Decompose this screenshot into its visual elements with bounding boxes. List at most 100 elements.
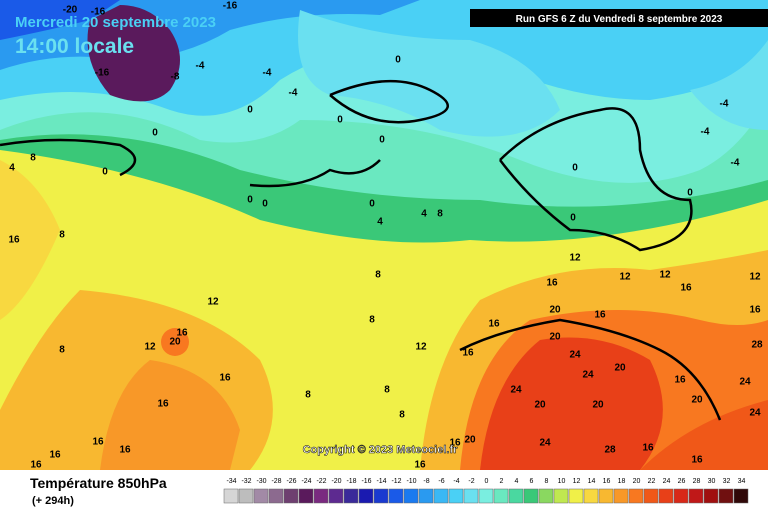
scale-swatch xyxy=(688,488,704,504)
contour-label: 0 xyxy=(247,105,253,116)
scale-swatch xyxy=(718,488,734,504)
contour-label: -8 xyxy=(171,72,180,83)
contour-label: 16 xyxy=(680,283,692,294)
scale-swatch xyxy=(493,488,509,504)
contour-label: 0 xyxy=(369,199,375,210)
scale-label: -14 xyxy=(376,478,386,485)
scale-label: -2 xyxy=(468,478,474,485)
contour-label: 16 xyxy=(414,460,426,471)
contour-label: 8 xyxy=(375,270,381,281)
contour-label: 0 xyxy=(337,115,343,126)
scale-swatch xyxy=(658,488,674,504)
scale-label: -4 xyxy=(453,478,459,485)
scale-swatch xyxy=(523,488,539,504)
scale-swatch xyxy=(313,488,329,504)
scale-label: -10 xyxy=(406,478,416,485)
contour-label: 0 xyxy=(570,213,576,224)
scale-label: 26 xyxy=(678,478,686,485)
contour-label: 20 xyxy=(464,435,476,446)
contour-label: 16 xyxy=(749,305,761,316)
contour-label: 12 xyxy=(415,342,427,353)
scale-label: -22 xyxy=(316,478,326,485)
scale-label: -12 xyxy=(391,478,401,485)
scale-swatch xyxy=(598,488,614,504)
scale-swatch xyxy=(238,488,254,504)
lead-time: (+ 294h) xyxy=(32,495,74,507)
scale-label: 30 xyxy=(708,478,716,485)
scale-label: -16 xyxy=(361,478,371,485)
scale-swatch xyxy=(403,488,419,504)
scale-label: -32 xyxy=(241,478,251,485)
contour-label: 16 xyxy=(488,319,500,330)
scale-swatch xyxy=(388,488,404,504)
scale-label: 4 xyxy=(515,478,519,485)
contour-label: 0 xyxy=(395,55,401,66)
contour-label: 16 xyxy=(119,445,131,456)
scale-swatch xyxy=(733,488,749,504)
scale-swatch xyxy=(478,488,494,504)
map-fields xyxy=(0,0,768,470)
contour-label: 16 xyxy=(8,235,20,246)
forecast-date: Mercredi 20 septembre 2023 xyxy=(15,14,216,31)
contour-label: 4 xyxy=(377,217,383,228)
contour-label: 0 xyxy=(247,195,253,206)
contour-label: 4 xyxy=(421,209,427,220)
scale-swatch xyxy=(268,488,284,504)
contour-label: 12 xyxy=(619,272,631,283)
contour-label: -4 xyxy=(196,61,205,72)
contour-label: 20 xyxy=(534,400,546,411)
contour-label: 0 xyxy=(687,188,693,199)
scale-swatch xyxy=(673,488,689,504)
contour-label: 24 xyxy=(749,408,761,419)
contour-label: 8 xyxy=(305,390,311,401)
contour-label: 0 xyxy=(152,128,158,139)
scale-swatch xyxy=(328,488,344,504)
contour-label: -4 xyxy=(731,158,740,169)
contour-label: 16 xyxy=(449,438,461,449)
scale-label: 14 xyxy=(588,478,596,485)
scale-label: -18 xyxy=(346,478,356,485)
contour-label: 20 xyxy=(549,332,561,343)
contour-label: 16 xyxy=(49,450,61,461)
contour-label: 24 xyxy=(510,385,522,396)
forecast-time: 14:00 locale xyxy=(15,35,134,58)
contour-label: -16 xyxy=(95,68,110,79)
scale-label: 34 xyxy=(738,478,746,485)
contour-label: 20 xyxy=(614,363,626,374)
scale-label: 6 xyxy=(530,478,534,485)
contour-label: 16 xyxy=(30,460,42,471)
contour-label: 8 xyxy=(437,209,443,220)
scale-swatch xyxy=(343,488,359,504)
scale-label: 10 xyxy=(558,478,566,485)
scale-swatch xyxy=(253,488,269,504)
contour-label: 12 xyxy=(207,297,219,308)
scale-swatch xyxy=(583,488,599,504)
contour-label: 8 xyxy=(59,230,65,241)
contour-label: 4 xyxy=(9,163,15,174)
run-box xyxy=(470,9,768,27)
scale-swatch xyxy=(433,488,449,504)
scale-label: -34 xyxy=(226,478,236,485)
contour-label: 12 xyxy=(749,272,761,283)
contour-label: 12 xyxy=(144,342,156,353)
contour-label: 12 xyxy=(659,270,671,281)
contour-label: 16 xyxy=(219,373,231,384)
contour-label: -4 xyxy=(263,68,272,79)
contour-label: 16 xyxy=(157,399,169,410)
contour-label: -20 xyxy=(63,5,78,16)
scale-label: 12 xyxy=(573,478,581,485)
footer-title: Température 850hPa xyxy=(30,475,167,491)
contour-label: 12 xyxy=(569,253,581,264)
contour-label: -16 xyxy=(223,1,238,12)
scale-label: 22 xyxy=(648,478,656,485)
contour-label: 16 xyxy=(594,310,606,321)
scale-label: 16 xyxy=(603,478,611,485)
scale-swatch xyxy=(223,488,239,504)
scale-label: 2 xyxy=(500,478,504,485)
scale-swatch xyxy=(628,488,644,504)
copyright: Copyright © 2023 Meteociel.fr xyxy=(303,444,459,456)
contour-label: 28 xyxy=(604,445,616,456)
scale-label: -28 xyxy=(271,478,281,485)
